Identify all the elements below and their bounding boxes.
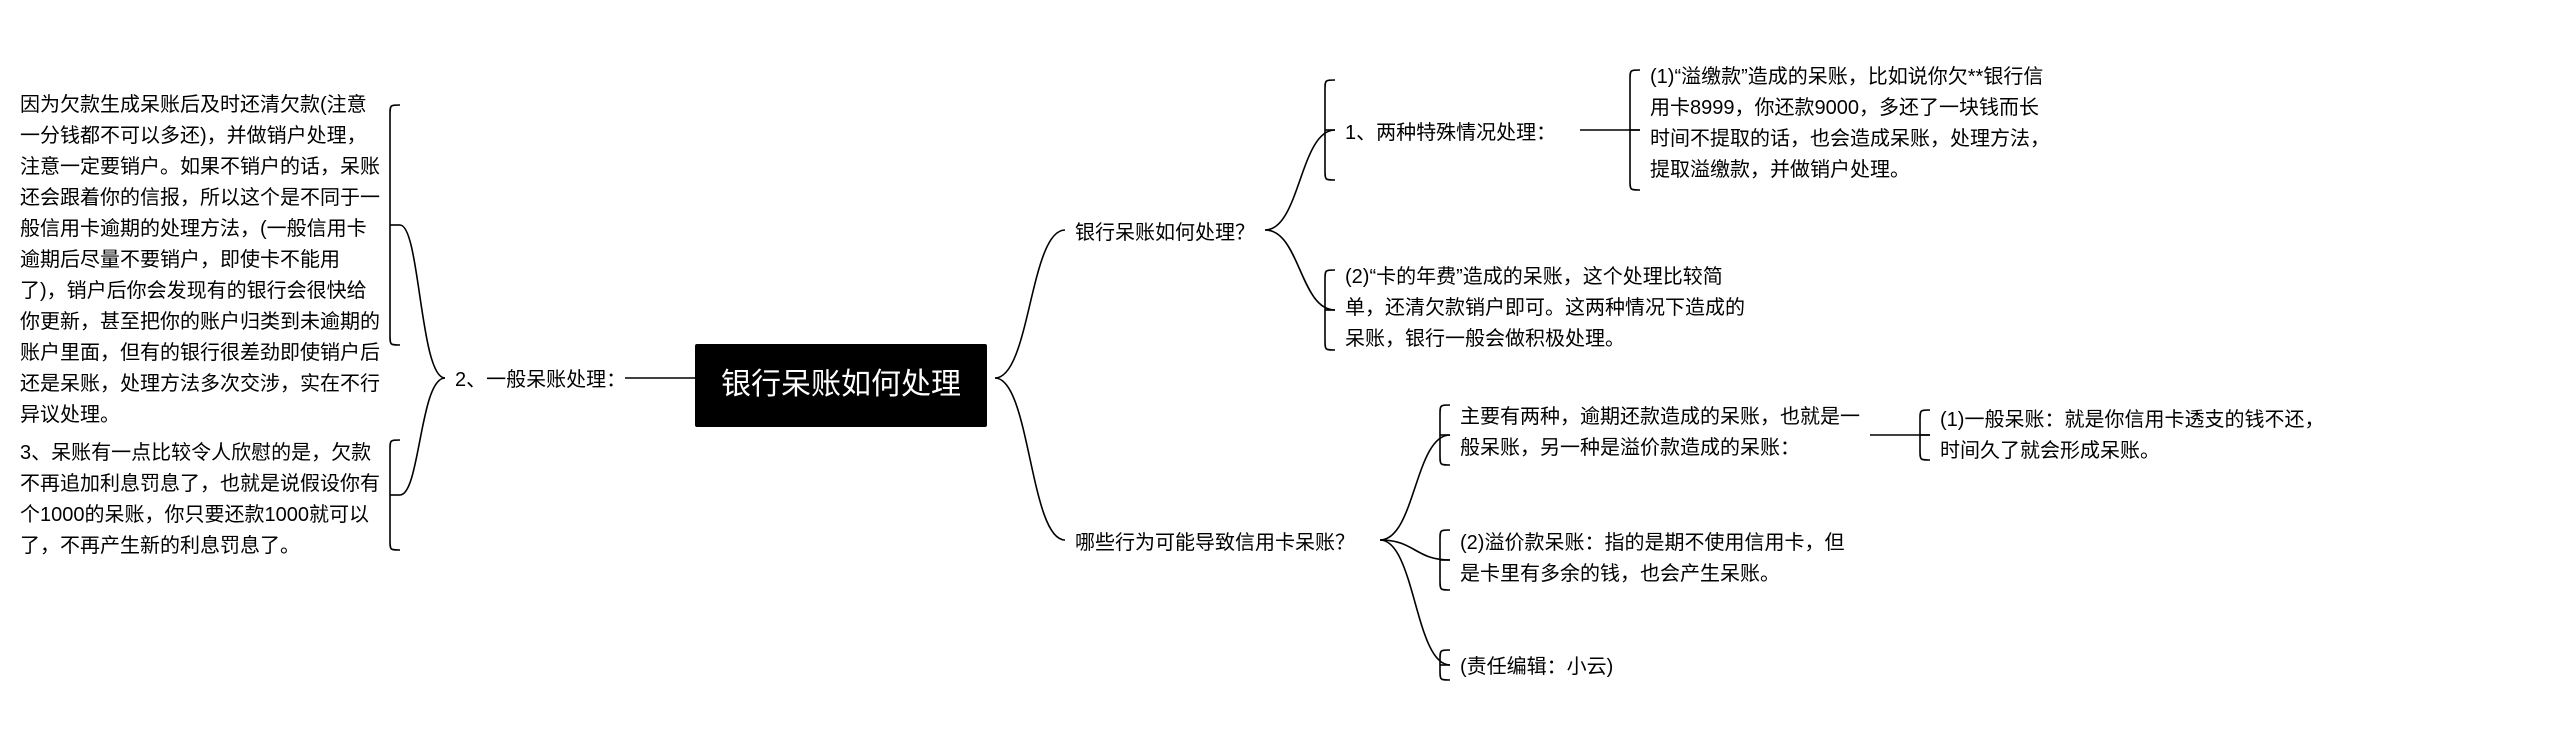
right-branch1-label: 银行呆账如何处理？: [1075, 218, 1255, 249]
left-item-a: 因为欠款生成呆账后及时还清欠款(注意一分钱都不可以多还)，并做销户处理，注意一定…: [20, 90, 380, 431]
connectors-layer: [0, 0, 2560, 756]
root-node: 银行呆账如何处理: [695, 344, 987, 427]
left-item-b: 3、呆账有一点比较令人欣慰的是，欠款不再追加利息罚息了，也就是说假设你有个100…: [20, 438, 380, 562]
right-branch2-item-3: (责任编辑：小云): [1460, 652, 1860, 683]
right-branch1-sub-label: 1、两种特殊情况处理：: [1345, 118, 1556, 149]
right-branch2-item-1: (1)一般呆账：就是你信用卡透支的钱不还，时间久了就会形成呆账。: [1940, 405, 2340, 467]
right-branch2-label: 哪些行为可能导致信用卡呆账？: [1075, 528, 1355, 559]
left-branch-label: 2、一般呆账处理：: [455, 365, 626, 396]
right-branch2-intro: 主要有两种，逾期还款造成的呆账，也就是一般呆账，另一种是溢价款造成的呆账：: [1460, 402, 1860, 464]
right-branch2-item-2: (2)溢价款呆账：指的是期不使用信用卡，但是卡里有多余的钱，也会产生呆账。: [1460, 528, 1860, 590]
right-branch1-item-2: (2)“卡的年费”造成的呆账，这个处理比较简单，还清欠款销户即可。这两种情况下造…: [1345, 262, 1745, 355]
right-branch1-item-1: (1)“溢缴款”造成的呆账，比如说你欠**银行信用卡8999，你还款9000，多…: [1650, 62, 2050, 186]
